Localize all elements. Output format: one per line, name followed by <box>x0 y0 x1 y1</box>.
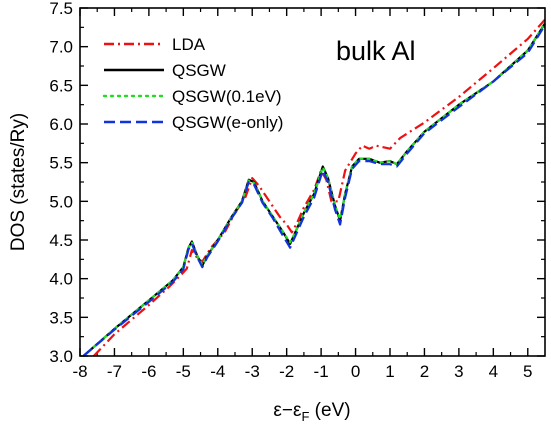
x-tick-label: 2 <box>420 362 429 381</box>
y-tick-label: 5.0 <box>49 192 73 211</box>
legend-label: QSGW(e-only) <box>172 113 283 132</box>
legend-label: QSGW(0.1eV) <box>172 87 282 106</box>
x-axis-label-unit: (eV) <box>309 400 350 421</box>
series-line-qsgw <box>82 22 546 357</box>
x-tick-label: 1 <box>385 362 394 381</box>
x-tick-label: -4 <box>210 362 225 381</box>
axis-ticks <box>79 7 545 357</box>
y-tick-label: 4.5 <box>49 231 73 250</box>
series-line-lda <box>93 18 546 357</box>
x-tick-label: 3 <box>454 362 463 381</box>
x-tick-label: 0 <box>351 362 360 381</box>
x-axis-label-subscript: F <box>301 409 309 424</box>
series-layer <box>82 18 547 358</box>
annotation-bulk-al: bulk Al <box>336 36 416 66</box>
y-tick-label: 5.5 <box>49 154 73 173</box>
series-line-qsgw-e-only <box>82 24 546 357</box>
y-tick-label: 6.5 <box>49 76 73 95</box>
x-tick-label: 5 <box>523 362 532 381</box>
plot-frame <box>79 7 546 357</box>
x-tick-label: -2 <box>279 362 294 381</box>
x-tick-label: -6 <box>141 362 156 381</box>
y-tick-label: 3.0 <box>49 347 73 366</box>
x-tick-label: -5 <box>176 362 191 381</box>
x-tick-label: -7 <box>107 362 122 381</box>
y-axis-label: DOS (states/Ry) <box>8 113 29 251</box>
x-axis-label: ε−εF (eV) <box>273 400 350 424</box>
x-axis-label-main: ε−ε <box>273 400 302 421</box>
x-tick-label: -3 <box>245 362 260 381</box>
series-line-qsgw-0-1ev <box>82 22 547 358</box>
y-tick-label: 6.0 <box>49 115 73 134</box>
x-tick-label: 4 <box>489 362 498 381</box>
x-tick-label: -1 <box>314 362 329 381</box>
legend-label: LDA <box>172 35 206 54</box>
y-tick-label: 7.0 <box>49 38 73 57</box>
tick-labels: -8 -7 -6 -5 -4 -3 -2 -1 0 1 2 3 4 5 3.0 3.5 4.0 4.5 5.0 5.5… <box>49 0 532 381</box>
legend: LDA QSGW QSGW(0.1eV) QSGW(e-only) <box>102 35 283 132</box>
legend-label: QSGW <box>172 61 226 80</box>
y-tick-label: 4.0 <box>49 270 73 289</box>
y-tick-label: 3.5 <box>49 308 73 327</box>
x-tick-label: -8 <box>72 362 87 381</box>
y-tick-label: 7.5 <box>49 0 73 18</box>
